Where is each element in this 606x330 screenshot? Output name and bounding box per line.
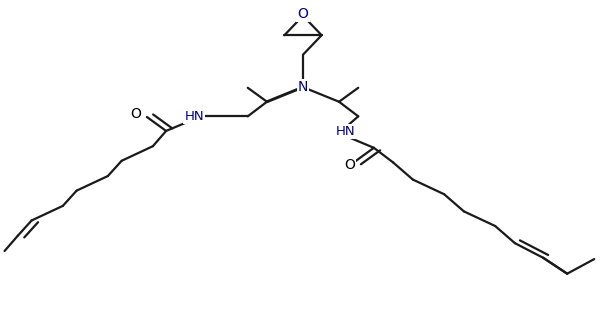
Text: HN: HN: [336, 125, 356, 138]
Text: HN: HN: [184, 110, 204, 123]
Text: O: O: [131, 107, 142, 121]
Text: O: O: [298, 7, 308, 21]
Text: O: O: [344, 158, 355, 172]
Text: N: N: [298, 80, 308, 94]
